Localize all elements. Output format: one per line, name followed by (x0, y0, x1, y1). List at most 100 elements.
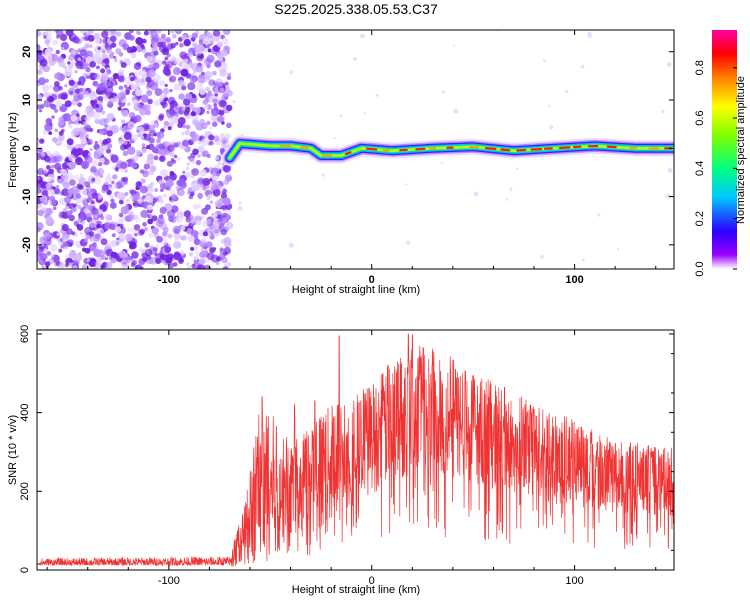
noise-dot (72, 148, 81, 157)
noise-dot (162, 87, 170, 95)
noise-dot (79, 212, 87, 220)
noise-dot (163, 193, 167, 198)
noise-dot (175, 215, 183, 223)
noise-dot (60, 46, 65, 51)
y-tick-label: 600 (19, 325, 31, 343)
noise-dot (190, 111, 196, 117)
noise-dot (117, 92, 126, 101)
noise-dot (67, 188, 75, 196)
noise-dot (196, 53, 205, 62)
noise-dot (164, 83, 168, 88)
noise-dot (185, 166, 190, 171)
noise-dot (37, 104, 42, 110)
noise-dot (52, 39, 58, 46)
noise-dot (222, 37, 229, 45)
noise-dot (156, 64, 160, 69)
chart-title: S225.2025.338.05.53.C37 (274, 1, 438, 17)
noise-dot (44, 123, 53, 132)
noise-dot (548, 104, 551, 108)
noise-dot (83, 237, 89, 243)
noise-dot (120, 62, 127, 68)
noise-dot (146, 90, 153, 96)
noise-dot (80, 137, 87, 145)
noise-dot (58, 85, 62, 90)
noise-dot (139, 185, 148, 194)
noise-dot (190, 217, 197, 224)
noise-dot (145, 76, 152, 83)
noise-dot (133, 102, 142, 112)
noise-dot (66, 210, 72, 216)
noise-dot (108, 223, 116, 230)
noise-dot (222, 266, 229, 269)
noise-dot (110, 30, 116, 34)
noise-dot (151, 215, 158, 222)
noise-dot (65, 30, 74, 37)
noise-dot (126, 46, 134, 54)
noise-dot (206, 110, 210, 114)
noise-dot (93, 176, 102, 185)
noise-dot (187, 51, 194, 58)
noise-dot (100, 264, 105, 269)
noise-dot (48, 85, 53, 89)
noise-dot (213, 135, 220, 142)
noise-dot (172, 262, 178, 267)
noise-dot (37, 226, 41, 233)
noise-dot (192, 148, 199, 156)
noise-dot (176, 156, 181, 162)
noise-dot (289, 70, 294, 74)
noise-dot (166, 109, 175, 119)
noise-dot (187, 265, 191, 269)
noise-dot (73, 174, 80, 181)
noise-dot (114, 226, 122, 233)
noise-dot (226, 122, 232, 129)
noise-dot (168, 215, 175, 222)
noise-dot (104, 76, 109, 81)
noise-dot (94, 73, 101, 80)
noise-dot (441, 90, 446, 94)
noise-dot (101, 49, 106, 54)
noise-dot (96, 147, 105, 155)
noise-dot (81, 161, 90, 169)
noise-dot (219, 69, 228, 77)
noise-dot (73, 220, 80, 226)
noise-dot (144, 248, 153, 257)
noise-dot (216, 261, 220, 265)
noise-dot (224, 197, 231, 205)
noise-dot (178, 189, 185, 196)
noise-dot (46, 251, 52, 256)
noise-dot (130, 262, 136, 268)
noise-dot (183, 98, 191, 106)
noise-dot (68, 79, 75, 86)
noise-dot (170, 56, 177, 62)
noise-dot (66, 162, 70, 166)
noise-dot (212, 247, 217, 251)
noise-dot (106, 112, 115, 121)
noise-dot (125, 198, 130, 203)
noise-dot (106, 69, 112, 75)
noise-dot (219, 87, 225, 93)
noise-dot (101, 110, 106, 115)
noise-dot (214, 228, 220, 234)
noise-dot (150, 165, 157, 172)
noise-dot (44, 48, 53, 56)
noise-dot (58, 211, 66, 219)
noise-dot (77, 102, 82, 108)
noise-dot (76, 183, 83, 190)
noise-dot (334, 136, 337, 139)
noise-dot (179, 51, 187, 59)
noise-dot (217, 214, 222, 219)
noise-dot (225, 221, 234, 230)
noise-dot (120, 144, 127, 151)
noise-dot (39, 195, 47, 203)
noise-dot (127, 214, 135, 222)
noise-dot (136, 129, 140, 133)
noise-dot (206, 54, 215, 64)
noise-dot (94, 38, 101, 44)
noise-dot (87, 30, 94, 35)
noise-dot (183, 110, 190, 116)
y-tick-label: -10 (21, 189, 33, 205)
noise-dot (45, 117, 53, 125)
noise-dot (99, 118, 107, 126)
noise-dot (103, 57, 110, 64)
noise-dot (199, 169, 207, 177)
